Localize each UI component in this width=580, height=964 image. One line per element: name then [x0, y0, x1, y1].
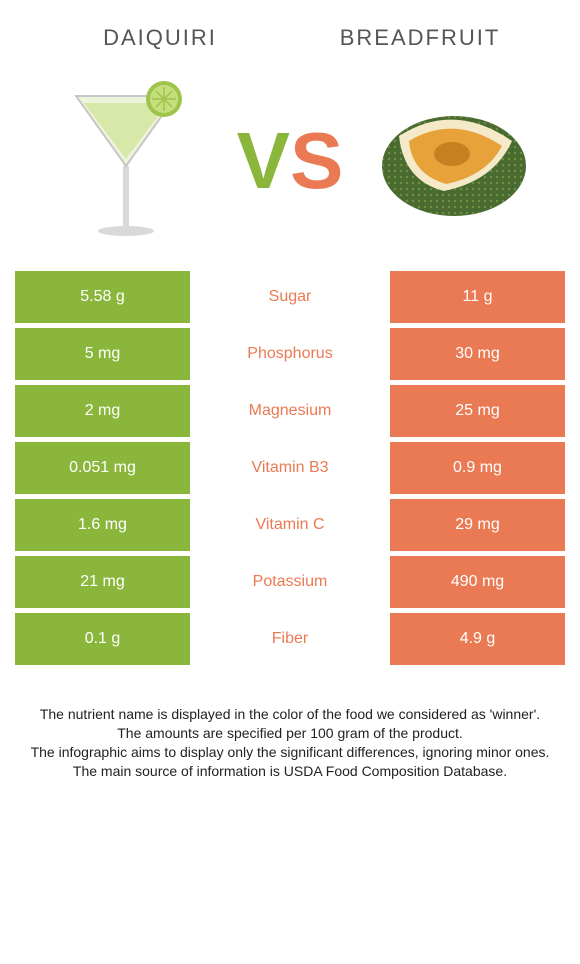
nutrient-label: Phosphorus — [190, 328, 390, 380]
images-row: VS — [0, 61, 580, 271]
nutrient-label: Vitamin C — [190, 499, 390, 551]
nutrient-right-value: 11 g — [390, 271, 565, 323]
nutrient-label: Potassium — [190, 556, 390, 608]
nutrient-label: Vitamin B3 — [190, 442, 390, 494]
nutrient-left-value: 0.1 g — [15, 613, 190, 665]
nutrient-row: 1.6 mgVitamin C29 mg — [15, 499, 565, 551]
nutrient-label: Sugar — [190, 271, 390, 323]
footer-line-1: The nutrient name is displayed in the co… — [15, 705, 565, 724]
nutrient-row: 0.051 mgVitamin B30.9 mg — [15, 442, 565, 494]
breadfruit-image — [374, 81, 534, 241]
nutrient-right-value: 490 mg — [390, 556, 565, 608]
nutrient-table: 5.58 gSugar11 g5 mgPhosphorus30 mg2 mgMa… — [0, 271, 580, 665]
nutrient-right-value: 25 mg — [390, 385, 565, 437]
nutrient-right-value: 4.9 g — [390, 613, 565, 665]
footer-line-3: The infographic aims to display only the… — [15, 743, 565, 762]
nutrient-right-value: 29 mg — [390, 499, 565, 551]
nutrient-left-value: 0.051 mg — [15, 442, 190, 494]
nutrient-label: Magnesium — [190, 385, 390, 437]
nutrient-row: 0.1 gFiber4.9 g — [15, 613, 565, 665]
nutrient-row: 21 mgPotassium490 mg — [15, 556, 565, 608]
nutrient-left-value: 2 mg — [15, 385, 190, 437]
nutrient-row: 2 mgMagnesium25 mg — [15, 385, 565, 437]
nutrient-left-value: 5.58 g — [15, 271, 190, 323]
nutrient-left-value: 1.6 mg — [15, 499, 190, 551]
nutrient-left-value: 21 mg — [15, 556, 190, 608]
vs-v: V — [237, 121, 290, 201]
footer-line-4: The main source of information is USDA F… — [15, 762, 565, 781]
left-food-title: DAIQUIRI — [30, 25, 290, 51]
vs-s: S — [290, 121, 343, 201]
nutrient-right-value: 30 mg — [390, 328, 565, 380]
footer-line-2: The amounts are specified per 100 gram o… — [15, 724, 565, 743]
nutrient-left-value: 5 mg — [15, 328, 190, 380]
nutrient-label: Fiber — [190, 613, 390, 665]
right-food-title: BREADFRUIT — [290, 25, 550, 51]
daiquiri-image — [46, 81, 206, 241]
footer-notes: The nutrient name is displayed in the co… — [0, 670, 580, 781]
nutrient-row: 5 mgPhosphorus30 mg — [15, 328, 565, 380]
nutrient-row: 5.58 gSugar11 g — [15, 271, 565, 323]
nutrient-right-value: 0.9 mg — [390, 442, 565, 494]
header-row: DAIQUIRI BREADFRUIT — [0, 0, 580, 61]
vs-label: VS — [237, 121, 344, 201]
